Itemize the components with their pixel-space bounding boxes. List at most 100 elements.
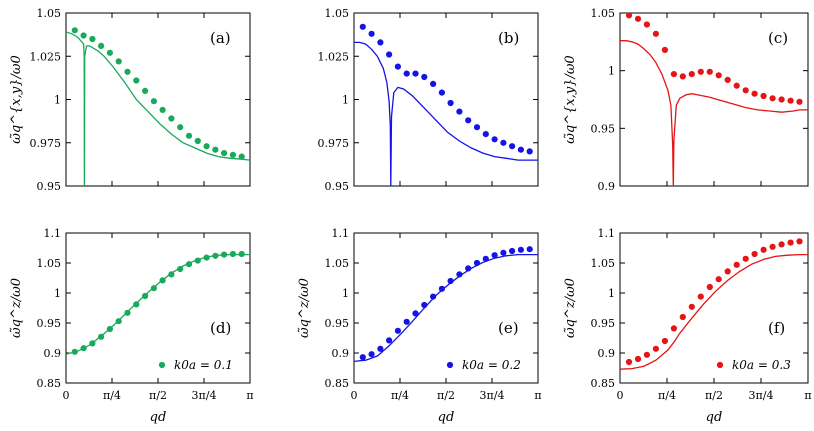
data-point — [403, 318, 410, 325]
data-point — [177, 124, 184, 131]
data-point — [751, 250, 758, 258]
data-point — [652, 30, 660, 37]
data-point — [643, 21, 651, 28]
y-tick-label: 0.95 — [591, 122, 616, 135]
y-axis-label: ω̃q^z/ω0 — [297, 278, 312, 338]
data-point — [394, 327, 401, 334]
y-tick-label: 0.975 — [318, 137, 350, 150]
data-point — [787, 97, 794, 104]
y-tick-label: 1 — [608, 287, 615, 300]
y-tick-label: 1 — [54, 94, 61, 107]
y-tick-label: 0.9 — [332, 347, 350, 360]
x-tick-label: 0 — [351, 389, 358, 402]
y-tick-label: 0.975 — [30, 137, 62, 150]
data-point — [697, 68, 704, 75]
x-tick-label: π/2 — [437, 389, 455, 402]
legend-marker — [158, 361, 166, 369]
data-point — [733, 82, 740, 89]
x-tick-label: π/4 — [391, 389, 409, 402]
series-line-model — [66, 253, 250, 355]
data-point — [526, 246, 533, 253]
data-point — [71, 348, 78, 355]
legend-marker — [446, 361, 454, 369]
data-point — [670, 71, 678, 78]
data-point — [447, 99, 454, 107]
data-point — [465, 117, 472, 124]
data-point — [185, 261, 193, 268]
x-tick-label: 0 — [617, 389, 624, 402]
data-point — [359, 354, 366, 361]
data-point — [482, 255, 489, 262]
data-point — [430, 293, 437, 300]
data-point — [106, 49, 113, 56]
y-tick-label: 1.1 — [332, 227, 350, 240]
panel-f: 0.85 0.9 0.95 1 1.05 1.1 0 π/4 π/2 3π/4 π qd ω̃q^z/ω… — [563, 227, 812, 425]
panel-label: (a) — [210, 29, 231, 47]
data-point — [194, 257, 201, 264]
y-tick-label: 1.025 — [30, 50, 62, 63]
legend-marker — [716, 361, 724, 369]
data-point — [679, 313, 686, 321]
data-point — [724, 268, 731, 275]
panel-label: (c) — [768, 29, 788, 47]
data-point — [430, 80, 437, 87]
y-tick-label: 0.9 — [44, 347, 62, 360]
series-line-model — [354, 41, 538, 186]
y-axis-label: ω̃q^{x,y}/ω0 — [563, 55, 578, 143]
y-tick-label: 1.05 — [37, 7, 62, 20]
data-point — [124, 68, 131, 75]
y-axis-label: ω̃q^{x,y}/ω0 — [9, 55, 24, 143]
y-tick-label: 1.05 — [591, 7, 616, 20]
data-point — [482, 131, 489, 138]
panel-e: 0.85 0.9 0.95 1 1.05 1.1 0 π/4 π/2 3π/4 π qd ω̃q^z/ω… — [297, 227, 542, 425]
panel-label: (b) — [498, 29, 519, 47]
data-point — [421, 73, 428, 81]
y-tick-label: 0.9 — [598, 347, 616, 360]
data-point — [670, 325, 678, 332]
x-tick-label: π — [246, 389, 253, 402]
data-point — [473, 259, 481, 267]
data-point — [142, 292, 149, 300]
data-point — [769, 95, 776, 102]
data-point — [133, 301, 140, 308]
data-point — [359, 23, 366, 30]
x-tick-label: 0 — [63, 389, 70, 402]
data-point — [465, 265, 472, 272]
data-point — [625, 358, 633, 366]
data-point — [221, 251, 228, 258]
data-point — [447, 277, 454, 285]
legend-label: k0a = 0.1 — [174, 358, 233, 372]
y-tick-label: 0.95 — [325, 180, 350, 193]
data-point — [661, 46, 669, 54]
data-point — [508, 247, 516, 255]
data-point — [124, 309, 131, 316]
data-point — [368, 30, 375, 37]
y-tick-label: 0.85 — [591, 377, 616, 390]
data-point — [679, 73, 686, 80]
y-tick-label: 0.9 — [598, 180, 616, 193]
y-tick-label: 1.025 — [318, 50, 350, 63]
data-point — [168, 115, 175, 122]
y-tick-label: 1 — [54, 287, 61, 300]
series-line-model — [620, 253, 808, 370]
legend-label: k0a = 0.2 — [462, 358, 521, 372]
data-point — [212, 146, 219, 153]
data-point — [377, 345, 384, 352]
data-point — [412, 310, 419, 317]
y-tick-label: 1.05 — [37, 257, 62, 270]
data-point — [661, 337, 669, 345]
x-tick-label: π — [534, 389, 541, 402]
data-point — [106, 325, 113, 333]
x-tick-label: π/4 — [658, 389, 676, 402]
data-point — [697, 293, 704, 300]
data-point — [238, 250, 245, 258]
data-point — [688, 303, 695, 310]
data-point — [491, 136, 498, 143]
data-point — [769, 243, 776, 250]
data-point — [517, 246, 525, 253]
x-tick-label: 3π/4 — [480, 389, 505, 402]
data-point — [456, 108, 463, 115]
data-point — [194, 137, 201, 145]
data-point — [150, 285, 157, 292]
data-point — [412, 70, 419, 77]
